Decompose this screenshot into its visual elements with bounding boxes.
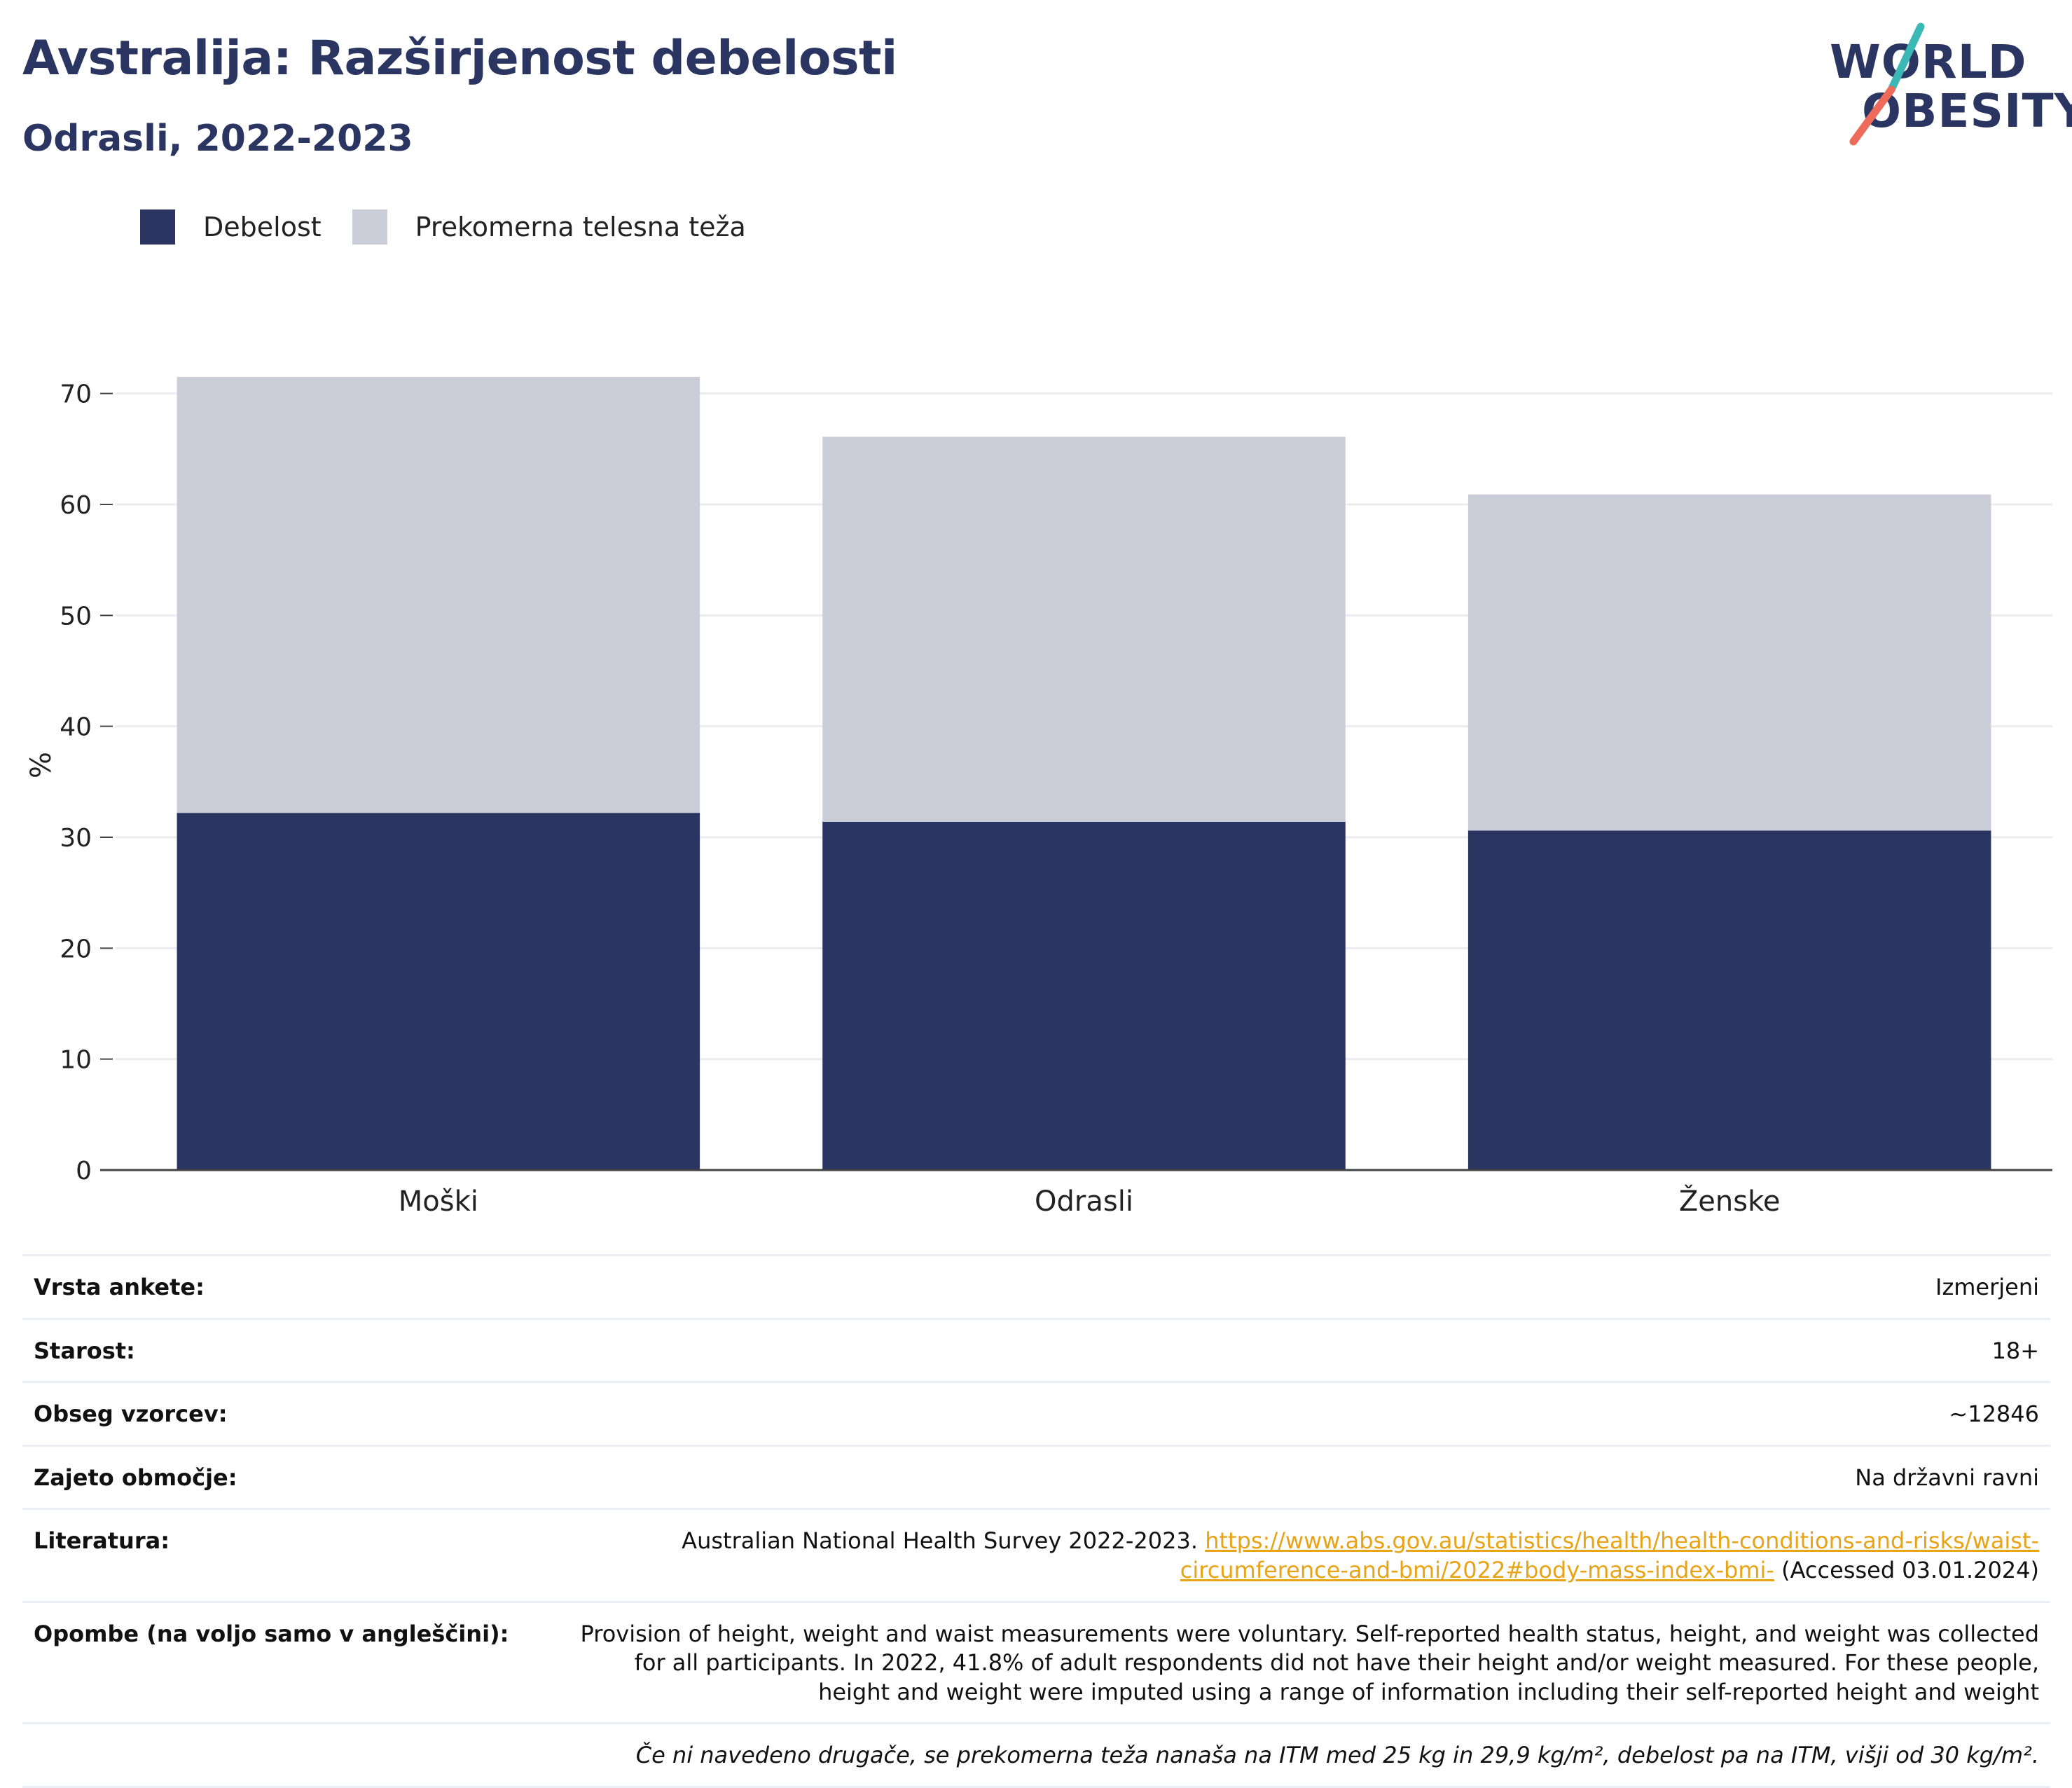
age-label: Starost: — [22, 1317, 549, 1382]
x-category-label: Moški — [399, 1185, 478, 1218]
table-row: Literatura: Australian National Health S… — [22, 1508, 2050, 1602]
legend-item-obesity[interactable]: Debelost — [140, 209, 322, 245]
survey-type-value: Izmerjeni — [549, 1254, 2050, 1319]
notes-value: Provision of height, weight and waist me… — [549, 1600, 2050, 1724]
literature-label: Literatura: — [22, 1508, 549, 1602]
info-table: Vrsta ankete: Izmerjeni Starost: 18+ Obs… — [22, 1254, 2050, 1788]
y-tick-label: 70 — [60, 380, 92, 409]
x-category-label: Ženske — [1679, 1184, 1781, 1218]
y-tick-label: 50 — [60, 602, 92, 631]
bmi-footnote: Če ni navedeno drugače, se prekomerna te… — [22, 1722, 2050, 1788]
legend-swatch-overweight — [352, 209, 387, 245]
age-value: 18+ — [549, 1317, 2050, 1382]
bar-overweight[interactable] — [177, 376, 700, 813]
y-tick-label: 30 — [60, 824, 92, 853]
x-category-label: Odrasli — [1035, 1185, 1133, 1218]
bar-obesity[interactable] — [1467, 830, 1991, 1171]
table-row: Zajeto območje: Na državni ravni — [22, 1444, 2050, 1509]
bar-overweight[interactable] — [1467, 494, 1991, 831]
literature-link[interactable]: https://www.abs.gov.au/statistics/health… — [1180, 1527, 2039, 1583]
table-row: Opombe (na voljo samo v angleščini): Pro… — [22, 1600, 2050, 1724]
logo-word-obesity: OBESITY — [1862, 84, 2072, 138]
literature-accessed: (Accessed 03.01.2024) — [1781, 1556, 2039, 1583]
world-obesity-logo: WORLD OBESITY — [1821, 21, 2072, 147]
y-tick-label: 40 — [60, 713, 92, 742]
table-row: Starost: 18+ — [22, 1317, 2050, 1382]
y-tick-label: 20 — [60, 935, 92, 963]
coverage-area-label: Zajeto območje: — [22, 1444, 549, 1509]
bar-obesity[interactable] — [177, 813, 700, 1170]
stacked-bar-chart: 0 10 20 30 40 50 60 70 Moški Odrasli Ženske % — [25, 376, 2052, 1218]
logo-slash-icon — [1849, 22, 1925, 146]
table-row: Če ni navedeno drugače, se prekomerna te… — [22, 1722, 2050, 1788]
legend-label-overweight: Prekomerna telesna teža — [415, 212, 746, 242]
logo-word-world: WORLD — [1830, 35, 2027, 89]
axes: 0 10 20 30 40 50 60 70 Moški Odrasli Ženske — [60, 380, 2052, 1218]
y-tick-label: 0 — [76, 1157, 92, 1185]
literature-value: Australian National Health Survey 2022-2… — [549, 1508, 2050, 1602]
legend-item-overweight[interactable]: Prekomerna telesna teža — [352, 209, 746, 245]
chart-subtitle: Odrasli, 2022-2023 — [22, 118, 413, 160]
y-tick-label: 60 — [60, 491, 92, 520]
bar-obesity[interactable] — [822, 821, 1346, 1170]
survey-type-label: Vrsta ankete: — [22, 1254, 549, 1319]
legend: Debelost Prekomerna telesna teža — [140, 207, 777, 247]
legend-label-obesity: Debelost — [203, 212, 322, 242]
table-row: Vrsta ankete: Izmerjeni — [22, 1254, 2050, 1319]
y-axis-title: % — [25, 752, 57, 778]
coverage-area-value: Na državni ravni — [549, 1444, 2050, 1509]
legend-swatch-obesity — [140, 209, 175, 245]
literature-text: Australian National Health Survey 2022-2… — [682, 1527, 1199, 1555]
y-tick-label: 10 — [60, 1046, 92, 1075]
notes-label: Opombe (na voljo samo v angleščini): — [22, 1600, 549, 1724]
bars — [177, 376, 1991, 1171]
sample-size-label: Obseg vzorcev: — [22, 1381, 549, 1446]
sample-size-value: ~12846 — [549, 1381, 2050, 1446]
table-row: Obseg vzorcev: ~12846 — [22, 1381, 2050, 1446]
bar-overweight[interactable] — [822, 436, 1346, 822]
chart-title: Avstralija: Razširjenost debelosti — [22, 31, 897, 86]
